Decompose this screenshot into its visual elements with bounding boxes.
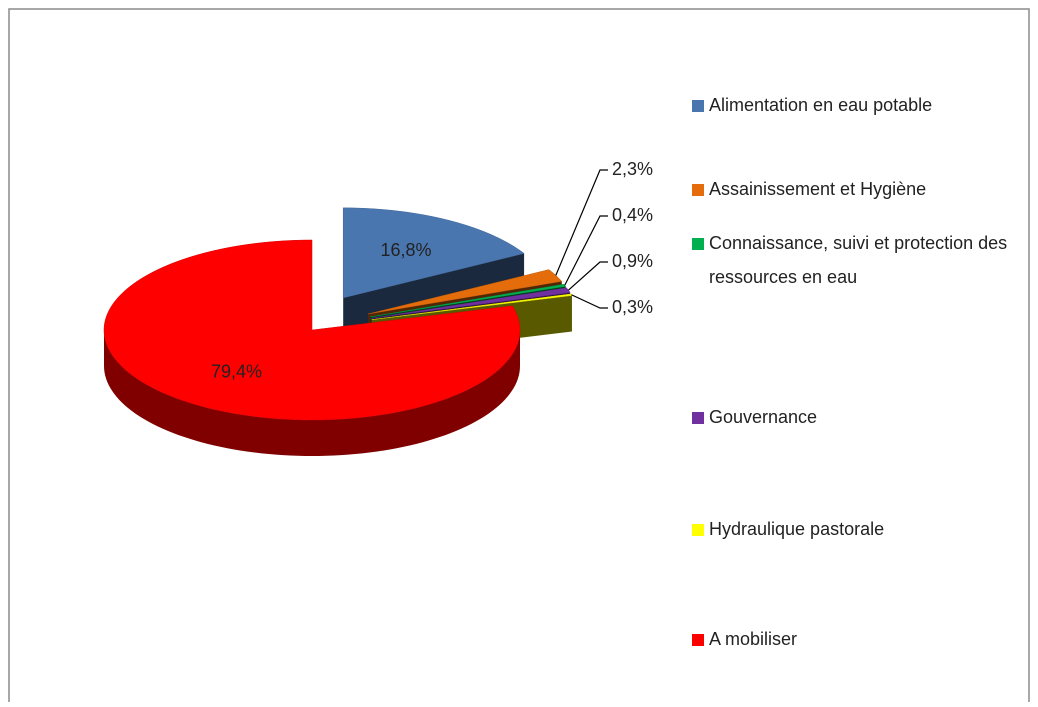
legend-label: Assainissement et Hygiène: [709, 179, 926, 199]
data-label: 0,4%: [612, 205, 653, 225]
leader-line: [555, 169, 608, 276]
slice-side: [104, 330, 520, 456]
data-label: 16,8%: [380, 240, 431, 260]
legend-swatch: [692, 412, 704, 424]
slice: [367, 269, 563, 315]
pie-tops: [103, 207, 573, 421]
data-label: 2,3%: [612, 159, 653, 179]
slice: [342, 207, 525, 299]
legend-line: Gouvernance: [709, 407, 817, 427]
legend-line: Hydraulique pastorale: [709, 519, 884, 539]
legend-swatch: [692, 524, 704, 536]
legend-label: Connaissance, suivi et protection des re…: [709, 233, 1012, 287]
legend-swatch: [692, 184, 704, 196]
legend-label: Alimentation en eau potable: [709, 95, 932, 115]
legend-label: Hydraulique pastorale: [709, 519, 884, 539]
slice: [103, 239, 521, 421]
frame: [8, 8, 1030, 707]
data-label: 0,9%: [612, 251, 653, 271]
legend-label: Gouvernance: [709, 407, 817, 427]
legend-line: A mobiliser: [709, 629, 797, 649]
leader-line: [564, 215, 608, 286]
slice: [371, 293, 573, 320]
legend-line: Connaissance, suivi et protection des: [709, 233, 1012, 253]
legend-label: A mobiliser: [709, 629, 797, 649]
legend-swatch: [692, 100, 704, 112]
slice: [370, 287, 571, 319]
legend-line: Assainissement et Hygiène: [709, 179, 926, 199]
slice: [369, 283, 567, 318]
legend-line: Alimentation en eau potable: [709, 95, 932, 115]
leader-line: [568, 261, 608, 291]
legend-swatch: [692, 238, 704, 250]
legend-line: ressources en eau: [709, 267, 857, 287]
leader-line: [571, 294, 608, 309]
data-label: 79,4%: [211, 362, 262, 382]
legend-swatch: [692, 634, 704, 646]
data-label: 0,3%: [612, 297, 653, 317]
